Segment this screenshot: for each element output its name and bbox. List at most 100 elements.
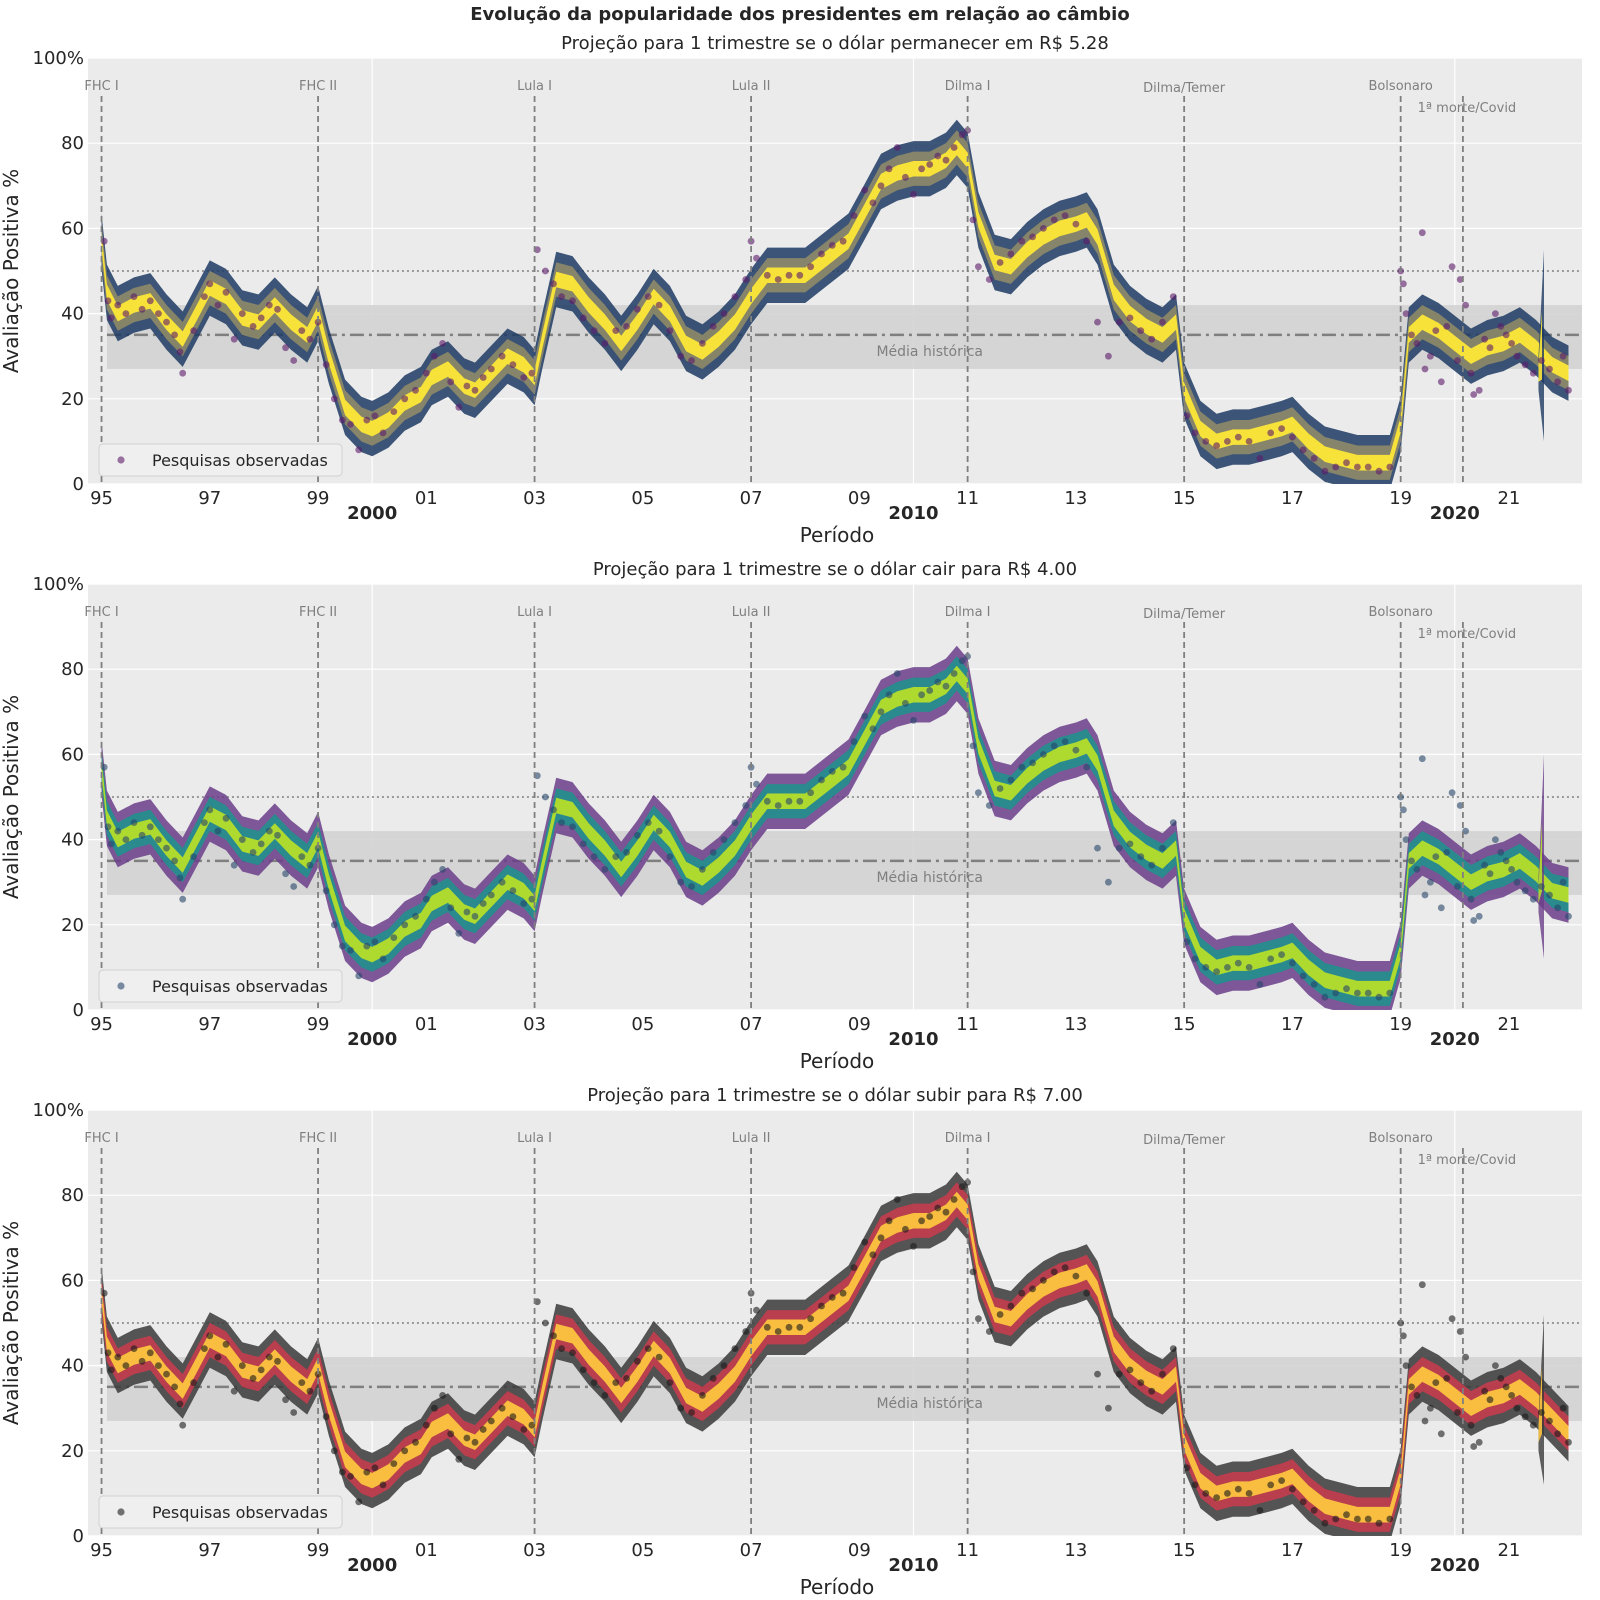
historical-band xyxy=(106,831,1582,895)
poll-point xyxy=(839,237,847,245)
poll-point xyxy=(339,1468,346,1476)
poll-point xyxy=(753,1306,760,1314)
poll-point xyxy=(902,1225,909,1233)
poll-point xyxy=(447,378,455,386)
poll-point xyxy=(590,1379,598,1386)
poll-point xyxy=(339,416,346,424)
poll-point xyxy=(1267,429,1275,437)
poll-point xyxy=(230,861,238,869)
poll-point xyxy=(934,1204,942,1212)
poll-point xyxy=(274,305,281,313)
poll-point xyxy=(1432,1379,1440,1386)
poll-point xyxy=(1508,866,1515,873)
poll-point xyxy=(1299,972,1307,980)
poll-point xyxy=(306,1387,314,1395)
poll-point xyxy=(282,1396,289,1404)
poll-point xyxy=(785,271,793,279)
poll-point xyxy=(950,670,958,677)
poll-point xyxy=(742,1328,750,1335)
poll-point xyxy=(1538,1409,1545,1416)
event-label: Dilma/Temer xyxy=(1143,81,1226,96)
poll-point xyxy=(1546,365,1553,373)
poll-point xyxy=(1448,789,1456,797)
poll-point xyxy=(257,314,265,322)
poll-point xyxy=(785,1323,793,1331)
poll-point xyxy=(590,853,598,860)
poll-point xyxy=(176,1400,184,1408)
poll-point xyxy=(412,386,419,394)
poll-point xyxy=(412,912,419,920)
poll-point xyxy=(655,827,663,835)
poll-point xyxy=(533,246,541,254)
poll-point xyxy=(171,331,179,339)
poll-point xyxy=(238,836,246,843)
x-tick-label: 13 xyxy=(1064,488,1087,509)
poll-point xyxy=(1454,1409,1461,1416)
panel-2: Média histórica FHC I FHC II Lula I Lula II D… xyxy=(0,559,1582,1073)
poll-point xyxy=(1529,895,1537,903)
poll-point xyxy=(934,152,942,160)
poll-point xyxy=(1456,802,1464,809)
poll-point xyxy=(390,934,398,941)
poll-point xyxy=(942,682,950,690)
poll-point xyxy=(709,323,717,330)
poll-point xyxy=(1115,844,1123,852)
poll-point xyxy=(818,1302,825,1310)
x-tick-label: 07 xyxy=(740,488,763,509)
poll-point xyxy=(969,216,977,224)
poll-point xyxy=(107,314,115,322)
poll-point xyxy=(1470,917,1478,924)
poll-point xyxy=(431,352,438,360)
legend: Pesquisas observadas xyxy=(98,1495,343,1529)
poll-point xyxy=(1486,1396,1494,1404)
poll-point xyxy=(1332,989,1340,997)
poll-point xyxy=(1467,895,1475,903)
poll-point xyxy=(1413,1392,1421,1399)
poll-point xyxy=(130,1345,138,1352)
poll-point xyxy=(958,657,966,665)
poll-point xyxy=(579,1366,587,1374)
poll-point xyxy=(942,156,950,164)
poll-point xyxy=(509,1413,517,1421)
poll-point xyxy=(330,395,338,403)
poll-point xyxy=(763,1323,771,1331)
legend-box xyxy=(98,969,343,1003)
poll-point xyxy=(1050,742,1058,750)
y-tick-label: 80 xyxy=(61,1185,84,1206)
poll-point xyxy=(533,1298,541,1306)
poll-point xyxy=(1299,1498,1307,1506)
poll-point xyxy=(274,831,281,839)
poll-point xyxy=(1310,455,1318,462)
poll-point xyxy=(1007,776,1015,784)
poll-point xyxy=(363,942,371,950)
poll-point xyxy=(861,1238,869,1246)
poll-point xyxy=(487,1417,495,1425)
poll-point xyxy=(339,942,346,950)
poll-point xyxy=(1343,459,1350,467)
poll-point xyxy=(926,687,934,694)
poll-point xyxy=(201,819,208,826)
poll-point xyxy=(1105,1404,1112,1412)
y-tick-label: 40 xyxy=(61,1356,84,1377)
poll-point xyxy=(371,1464,379,1472)
poll-point xyxy=(1521,361,1529,369)
poll-point xyxy=(298,853,306,860)
poll-point xyxy=(623,1375,630,1382)
poll-point xyxy=(699,1392,706,1399)
poll-point xyxy=(550,1332,557,1340)
poll-point xyxy=(1126,1366,1134,1374)
poll-point xyxy=(1427,1404,1434,1412)
poll-point xyxy=(1245,964,1253,971)
poll-point xyxy=(655,1353,663,1361)
poll-point xyxy=(1061,738,1069,745)
poll-point xyxy=(1245,1490,1253,1497)
x-tick-label: 05 xyxy=(631,1540,654,1561)
poll-point xyxy=(347,947,354,954)
poll-point xyxy=(1083,763,1091,771)
poll-point xyxy=(1437,378,1445,386)
x-tick-label: 05 xyxy=(631,1014,654,1035)
poll-point xyxy=(146,823,154,831)
poll-point xyxy=(1115,318,1123,326)
poll-point xyxy=(1402,1362,1410,1369)
panel-title: Projeção para 1 trimestre se o dólar per… xyxy=(561,33,1109,54)
